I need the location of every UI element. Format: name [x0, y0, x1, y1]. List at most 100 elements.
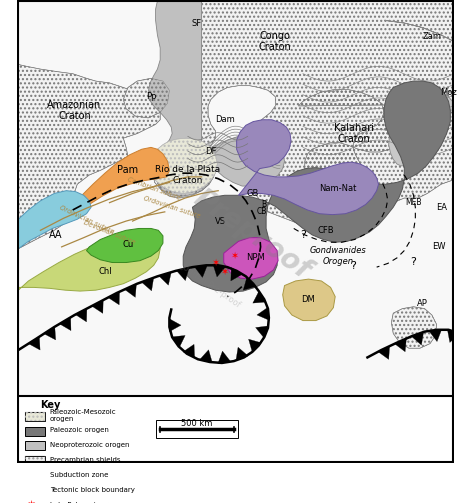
Polygon shape — [392, 307, 437, 348]
Text: Dam: Dam — [215, 115, 235, 124]
Text: Chl: Chl — [98, 267, 112, 276]
Text: B: B — [262, 200, 267, 209]
Polygon shape — [18, 236, 160, 291]
Text: ?: ? — [410, 258, 417, 267]
Polygon shape — [60, 317, 71, 330]
Text: Key: Key — [40, 400, 61, 410]
Polygon shape — [213, 264, 226, 277]
Text: Ordovician suture: Ordovician suture — [58, 204, 115, 234]
Text: ✶: ✶ — [211, 258, 219, 268]
Polygon shape — [201, 135, 284, 186]
Text: ✶: ✶ — [230, 251, 238, 261]
Text: ✶: ✶ — [27, 500, 37, 503]
Polygon shape — [283, 279, 335, 320]
Text: Tectonic block boundary: Tectonic block boundary — [50, 487, 135, 493]
Polygon shape — [236, 347, 248, 360]
Bar — [25, 412, 45, 421]
Text: MEB: MEB — [405, 198, 422, 207]
Polygon shape — [384, 20, 454, 166]
Polygon shape — [159, 272, 171, 285]
Text: ?: ? — [300, 230, 306, 239]
Polygon shape — [378, 346, 390, 359]
Polygon shape — [44, 326, 55, 340]
Text: NPM: NPM — [246, 254, 264, 263]
Bar — [18, 396, 453, 462]
Polygon shape — [394, 339, 406, 352]
Text: CFB: CFB — [318, 226, 334, 235]
Text: Congo
Craton: Congo Craton — [259, 31, 292, 52]
Text: Precambrian shields: Precambrian shields — [50, 457, 120, 463]
Text: Late Paleozoic arc: Late Paleozoic arc — [50, 502, 112, 503]
Text: Moz: Moz — [440, 88, 457, 97]
Polygon shape — [169, 319, 181, 331]
Text: Cambrian suture: Cambrian suture — [127, 177, 181, 201]
Text: DM: DM — [301, 295, 314, 304]
Polygon shape — [75, 309, 87, 322]
Text: DF: DF — [205, 147, 217, 156]
Polygon shape — [255, 326, 269, 338]
Polygon shape — [142, 278, 154, 291]
Polygon shape — [201, 1, 454, 235]
Bar — [25, 412, 45, 421]
Polygon shape — [253, 291, 266, 303]
Polygon shape — [28, 337, 40, 350]
Bar — [25, 427, 45, 436]
Text: Zam: Zam — [422, 32, 441, 41]
Bar — [18, 0, 453, 396]
Bar — [25, 441, 45, 451]
Polygon shape — [257, 307, 269, 320]
Text: Pam: Pam — [118, 165, 138, 176]
Polygon shape — [123, 78, 169, 118]
Polygon shape — [411, 332, 424, 345]
Text: ?: ? — [351, 261, 356, 271]
Text: Pp: Pp — [146, 92, 156, 101]
Text: Paleozoic orogen: Paleozoic orogen — [50, 427, 109, 433]
Polygon shape — [429, 329, 442, 342]
Text: EA: EA — [436, 203, 447, 212]
Polygon shape — [176, 268, 189, 281]
Text: ✶: ✶ — [220, 267, 229, 277]
Text: Cu: Cu — [122, 239, 134, 248]
Polygon shape — [125, 284, 137, 297]
Text: Kalahari
Craton: Kalahari Craton — [334, 123, 374, 144]
Text: Ordovician suture: Ordovician suture — [143, 195, 201, 219]
Polygon shape — [172, 336, 185, 348]
Text: Preproof: Preproof — [189, 185, 316, 285]
Text: AA: AA — [49, 230, 63, 240]
Text: CB: CB — [256, 207, 267, 216]
Text: EW: EW — [433, 242, 446, 252]
Polygon shape — [231, 268, 242, 281]
Polygon shape — [92, 300, 103, 313]
Polygon shape — [194, 265, 207, 278]
Bar — [25, 456, 45, 465]
Polygon shape — [65, 147, 169, 221]
Polygon shape — [218, 351, 231, 364]
Polygon shape — [183, 81, 450, 292]
Text: Paleozoic-Mesozoic
orogen: Paleozoic-Mesozoic orogen — [50, 409, 116, 422]
Polygon shape — [108, 292, 119, 305]
Polygon shape — [29, 468, 40, 475]
Text: Subduction zone: Subduction zone — [50, 472, 108, 478]
Polygon shape — [248, 339, 261, 352]
Text: Journal Pre-proof: Journal Pre-proof — [179, 262, 242, 309]
Text: Amazonian
Craton: Amazonian Craton — [47, 100, 101, 121]
Polygon shape — [183, 345, 195, 358]
Polygon shape — [224, 237, 278, 279]
Polygon shape — [148, 1, 216, 198]
Polygon shape — [298, 90, 400, 203]
Polygon shape — [18, 1, 160, 248]
Text: AP: AP — [417, 299, 428, 308]
Bar — [155, 420, 238, 439]
Polygon shape — [151, 138, 217, 194]
Text: Neoproterozoic orogen: Neoproterozoic orogen — [50, 442, 129, 448]
Polygon shape — [243, 277, 256, 290]
Text: Río de la Plata
Craton: Río de la Plata Craton — [155, 165, 220, 185]
Polygon shape — [153, 142, 216, 196]
Text: 500 km: 500 km — [182, 419, 213, 428]
Polygon shape — [447, 329, 460, 343]
Polygon shape — [86, 228, 163, 263]
Bar — [25, 456, 45, 465]
Text: Nam-Nat: Nam-Nat — [319, 184, 356, 193]
Polygon shape — [200, 350, 212, 363]
Text: GB: GB — [246, 189, 258, 198]
